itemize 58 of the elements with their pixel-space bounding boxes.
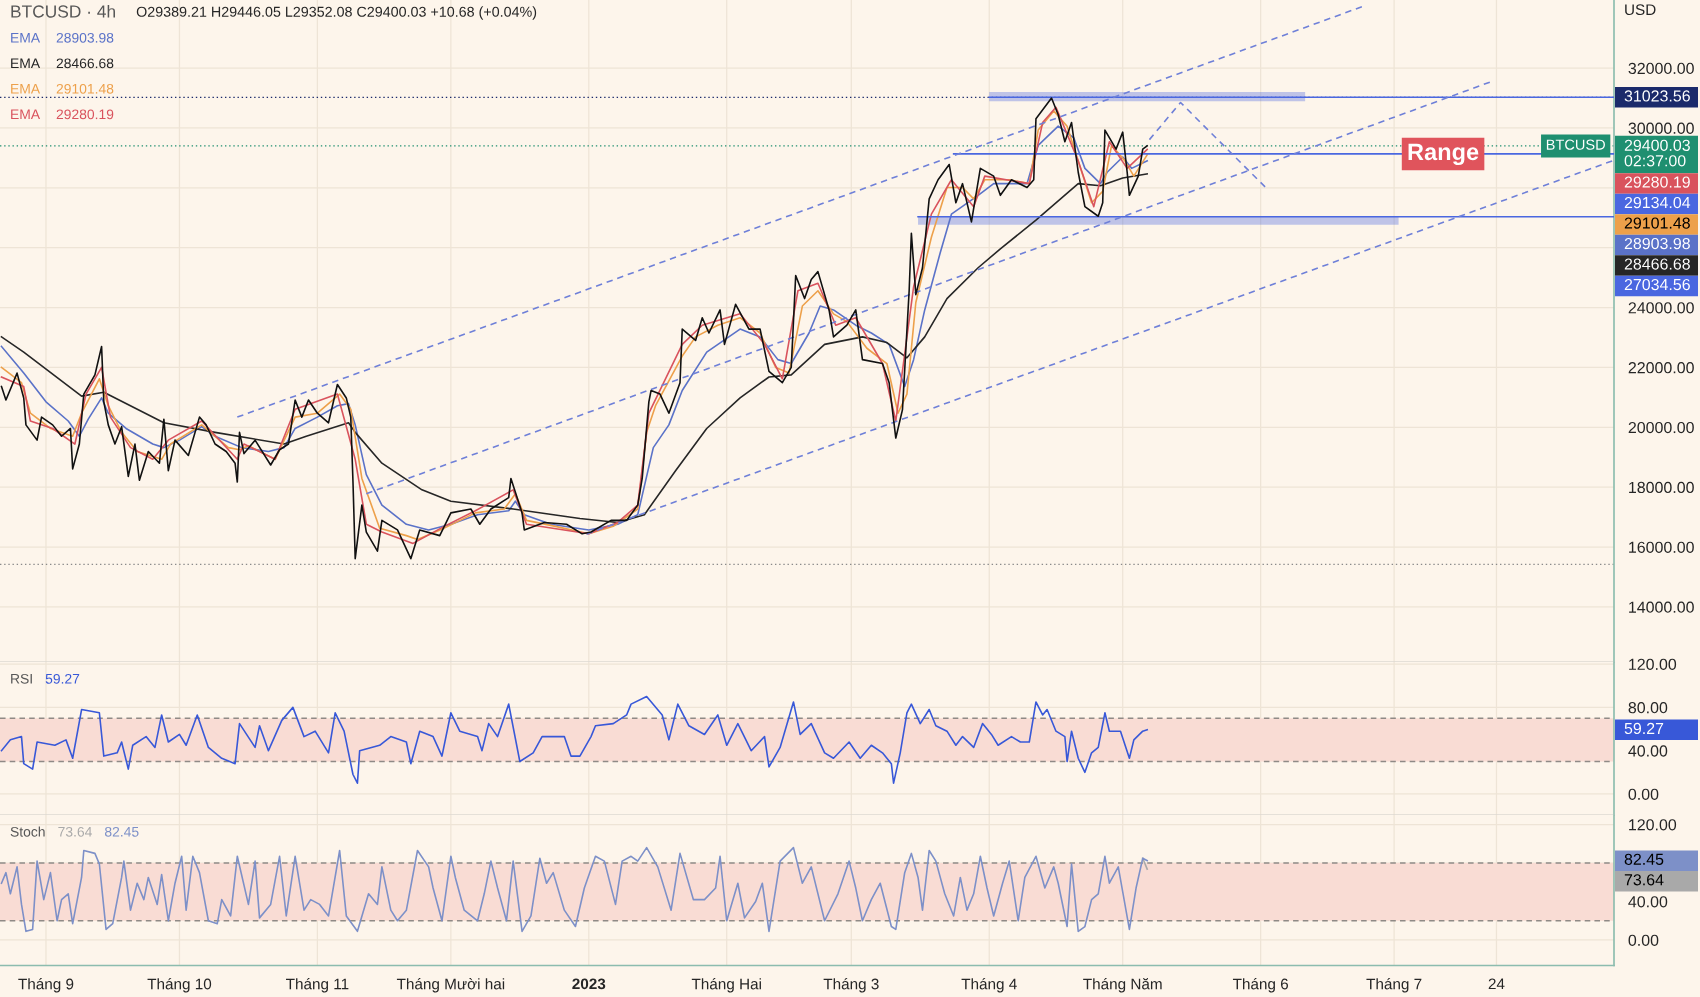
- x-tick-label: Tháng 7: [1366, 978, 1422, 993]
- annotation: 29280.19: [56, 109, 114, 120]
- x-tick-label: Tháng 9: [18, 978, 74, 993]
- x-tick-label: 24: [1488, 978, 1505, 990]
- text: 73.64: [1624, 874, 1664, 886]
- y-tick-label: 20000.00: [1628, 421, 1694, 434]
- text: EMA: [11, 84, 41, 94]
- y-tick-label: 40.00: [1628, 896, 1668, 908]
- text: Stoch: [10, 826, 45, 837]
- y-tick-label: 18000.00: [1629, 481, 1694, 494]
- y-tick-label: 0.00: [1628, 788, 1659, 800]
- annotation: 29101.48: [56, 83, 114, 94]
- annotation: 73.64: [58, 826, 92, 837]
- y-tick-label: 80.00: [1628, 702, 1668, 714]
- x-tick-label: Tháng 11: [286, 978, 349, 993]
- y-tick-label: 22000.00: [1628, 362, 1694, 374]
- y-tick-label: 120.00: [1629, 819, 1677, 831]
- x-tick-label: Tháng 4: [961, 978, 1017, 993]
- text: RSI: [11, 673, 32, 684]
- annotation: BTCUSD: [1546, 139, 1605, 150]
- text: 82.45: [1624, 853, 1664, 865]
- x-tick-label: Tháng Hai: [691, 978, 761, 993]
- text: 29134.04: [1624, 196, 1691, 209]
- y-tick-label: 32000.00: [1628, 62, 1694, 75]
- text: 28903.98: [1624, 237, 1690, 250]
- y-axis-title: USD: [1625, 4, 1656, 16]
- text: EMA: [11, 58, 41, 69]
- text: 29101.48: [1624, 217, 1690, 229]
- x-tick-label: Tháng 10: [147, 978, 212, 993]
- annotation: 28466.68: [56, 58, 114, 69]
- x-tick-label: Tháng 3: [823, 978, 879, 993]
- line-series: [0, 695, 1148, 784]
- ref-line-label: 29400.03 02:37:00: [1624, 139, 1690, 167]
- text: 59.27: [1624, 722, 1664, 735]
- text: 27034.56: [1624, 278, 1690, 291]
- y-tick-label: 24000.00: [1628, 302, 1694, 314]
- ref-line-label: 31023.56: [1624, 90, 1690, 102]
- y-tick-label: 0.00: [1628, 934, 1659, 946]
- x-tick-label: Tháng Năm: [1083, 978, 1162, 993]
- line-series: [0, 846, 1148, 933]
- annotation: 28903.98: [56, 32, 114, 43]
- y-tick-label: 14000.00: [1629, 601, 1694, 613]
- x-tick-label: Tháng Mười hai: [396, 978, 505, 993]
- text: 29280.19: [1624, 176, 1690, 188]
- y-tick-label: 30000.00: [1628, 122, 1694, 134]
- y-tick-label: 40.00: [1628, 745, 1668, 757]
- y-tick-label: 120.00: [1629, 658, 1677, 670]
- x-tick-label: 2023: [572, 978, 606, 990]
- text: EMA: [11, 33, 41, 43]
- annotation: 82.45: [104, 826, 139, 837]
- y-tick-label: 16000.00: [1629, 541, 1694, 553]
- text: EMA: [11, 109, 41, 120]
- x-tick-label: Tháng 6: [1232, 978, 1289, 993]
- annotation: 59.27: [45, 673, 80, 684]
- annotation: Range: [1408, 143, 1479, 165]
- chart-title: BTCUSD · 4h: [11, 4, 115, 18]
- text: 28466.68: [1624, 258, 1690, 270]
- chart-subtitle: O29389.21 H29446.05 L29352.08 C29400.03 +10.68 (+0.04%): [136, 6, 537, 20]
